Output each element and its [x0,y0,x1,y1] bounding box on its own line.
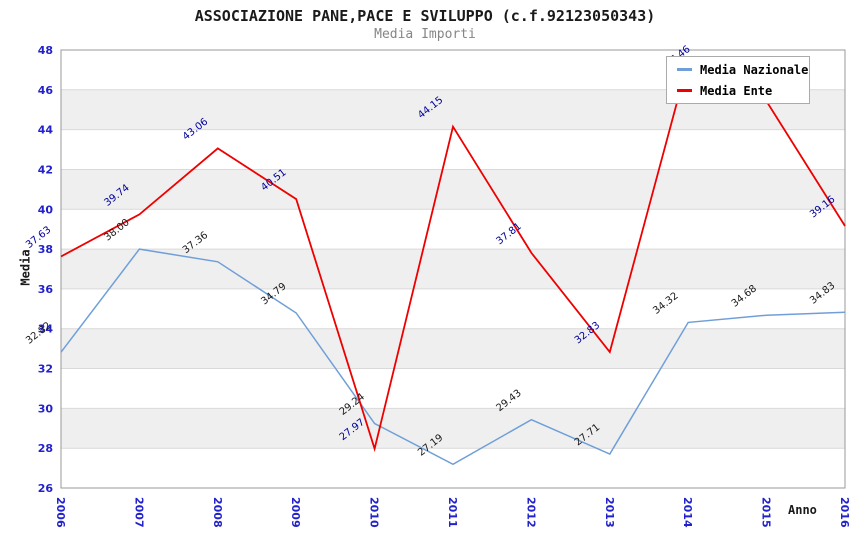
grid-band [61,249,845,289]
x-tick-label: 2016 [838,497,850,528]
x-tick-label: 2006 [54,497,67,528]
grid-band [61,169,845,210]
x-tick-label: 2015 [760,497,773,528]
x-tick-label: 2013 [603,497,616,528]
y-tick-label: 44 [38,124,54,137]
x-tick-label: 2009 [289,497,302,528]
y-tick-label: 26 [38,482,54,495]
legend-item: Media Ente [677,84,809,98]
y-tick-label: 46 [38,84,54,97]
series-line-0 [60,248,846,466]
y-tick-label: 48 [38,44,53,57]
legend-swatch-icon [677,68,692,71]
data-point-label: 38.00 [102,217,131,243]
y-tick-label: 28 [38,442,53,455]
legend: Media Nazionale Media Ente [666,56,810,104]
y-tick-label: 42 [38,164,53,177]
y-tick-label: 40 [38,203,54,216]
data-point-label: 34.32 [651,290,680,316]
y-tick-label: 30 [38,402,54,415]
grid-band [61,328,845,369]
x-tick-label: 2008 [211,497,224,528]
plot-border [60,49,846,489]
chart-subtitle: Media Importi [374,27,476,42]
grid-band [61,408,845,449]
x-tick-label: 2007 [132,497,145,528]
x-tick-label: 2014 [681,497,694,528]
legend-label: Media Nazionale [700,62,809,77]
legend-item: Media Nazionale [677,63,809,77]
y-tick-label: 38 [38,243,53,256]
legend-label: Media Ente [700,83,773,98]
y-tick-label: 36 [38,283,54,296]
x-tick-label: 2010 [368,497,381,528]
x-tick-label: 2012 [524,497,537,528]
y-tick-label: 34 [38,323,54,336]
x-tick-label: 2011 [446,497,459,528]
legend-swatch-icon [677,89,692,92]
x-axis-title: Anno [788,503,817,517]
y-tick-label: 32 [38,363,53,376]
chart-title: ASSOCIAZIONE PANE,PACE E SVILUPPO (c.f.9… [194,7,656,25]
